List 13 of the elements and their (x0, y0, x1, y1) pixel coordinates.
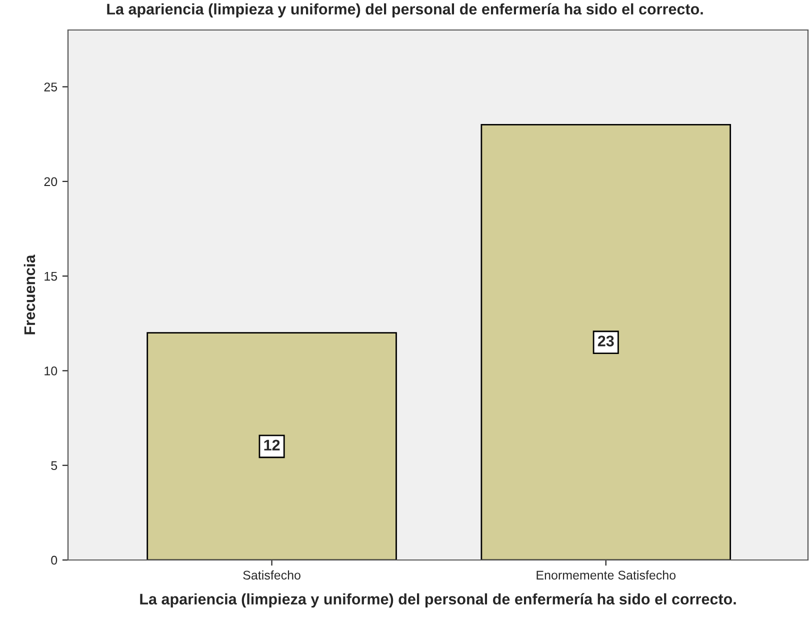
y-tick-label: 25 (44, 82, 58, 92)
y-axis-title: Frecuencia (24, 254, 36, 334)
y-tick-label: 15 (44, 272, 58, 281)
y-tick-label: 10 (44, 366, 58, 376)
x-tick-label: Satisfecho (243, 570, 300, 580)
data-label: 12 (264, 440, 280, 450)
x-axis-title: La apariencia (limpieza y uniforme) del personal de enfermería ha sido el correcto. (140, 593, 736, 608)
x-tick-label: Enormemente Satisfecho (536, 570, 676, 580)
y-tick-label: 0 (51, 556, 58, 565)
y-tick-label: 5 (51, 461, 58, 470)
chart-title: La apariencia (limpieza y uniforme) del personal de enfermería ha sido el correcto. (107, 3, 703, 18)
y-tick-label: 20 (44, 177, 58, 186)
data-label: 23 (598, 336, 614, 346)
